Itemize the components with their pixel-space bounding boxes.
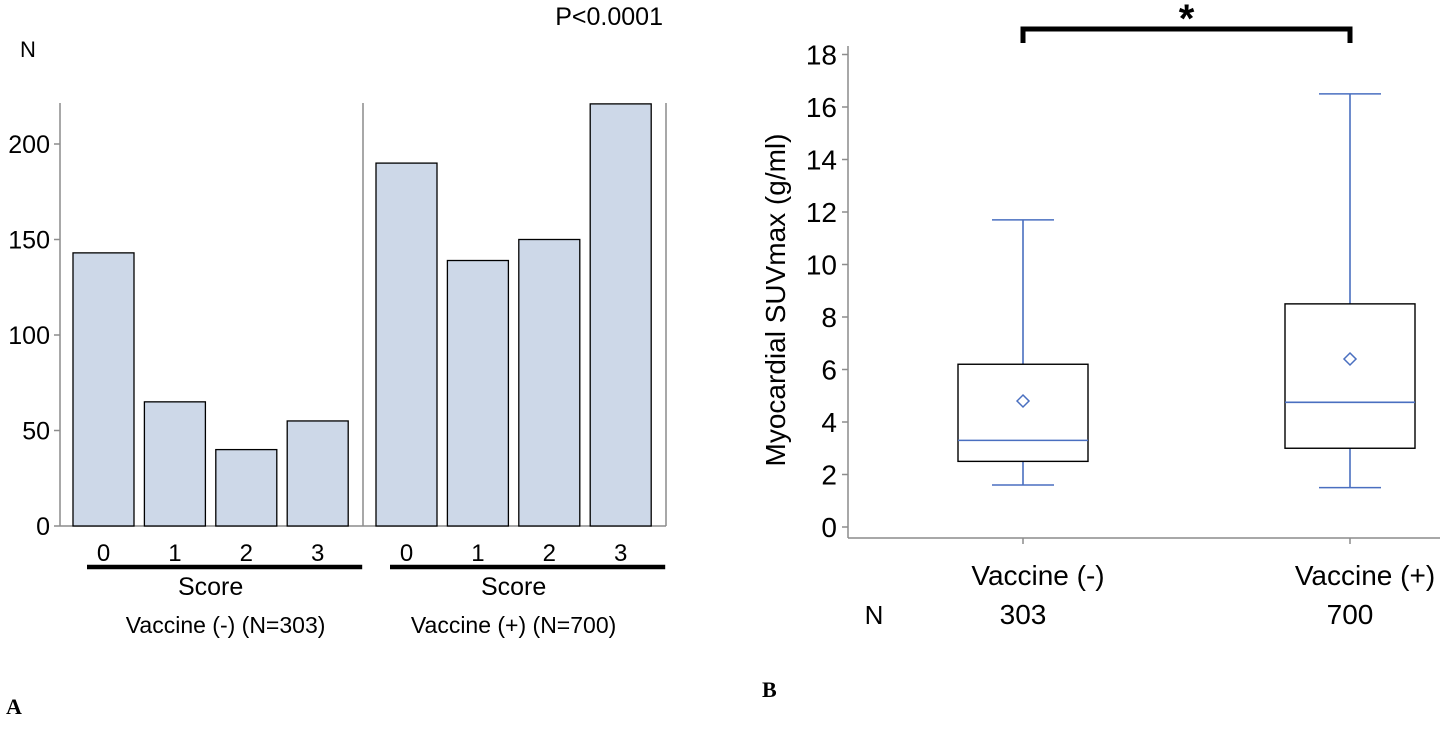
y-tick-label: 8: [821, 302, 837, 333]
bar: [589, 103, 652, 527]
x-tick-label: 1: [168, 540, 181, 567]
n-value: 303: [1000, 599, 1047, 630]
significance-star: *: [1179, 0, 1195, 41]
box: [1284, 303, 1416, 449]
bar: [375, 162, 438, 527]
x-tick-label: 1: [471, 540, 484, 567]
x-tick-label: 0: [97, 540, 110, 567]
y-axis-label-n: N: [20, 37, 36, 62]
y-tick-label: 100: [8, 322, 50, 350]
y-axis: 0 50 100 150 200: [8, 103, 667, 541]
x-axis-label-score: Score: [481, 573, 546, 601]
bar: [215, 448, 278, 527]
x-tick-label: 3: [614, 540, 627, 567]
group-label: Vaccine (+) (N=700): [411, 612, 616, 638]
box-plot-panel-b: Myocardial SUVmax (g/ml) 0 2 4 6 8 10 12 14 16 18…: [760, 0, 1440, 702]
panel-letter-a: A: [6, 694, 22, 719]
bar: [286, 420, 349, 527]
y-tick-label: 14: [806, 145, 837, 176]
y-tick-label: 16: [806, 92, 837, 123]
x-category-label: Vaccine (+): [1295, 560, 1435, 591]
y-tick-label: 150: [8, 227, 50, 255]
bar: [446, 259, 510, 527]
mean-marker: [1342, 351, 1358, 367]
bars: [72, 103, 652, 527]
bar: [518, 238, 581, 527]
y-axis: 0 2 4 6 8 10 12 14 16 18: [806, 40, 1440, 543]
x-category-label: Vaccine (-): [971, 560, 1104, 591]
y-tick-label: 18: [806, 40, 837, 71]
y-tick-label: 4: [821, 407, 837, 438]
y-tick-label: 50: [22, 418, 50, 446]
y-tick-label: 0: [821, 512, 837, 543]
x-axis: Vaccine (-) 303 Vaccine (+) 700 N: [865, 538, 1435, 630]
x-axis-label-score: Score: [178, 573, 243, 601]
x-axis: 0 1 2 3 Score Vaccine (-) (N=303) 0 1 2 3 Score Vac…: [87, 540, 666, 638]
x-tick-label: 2: [240, 540, 253, 567]
x-tick-label: 3: [311, 540, 324, 567]
significance-bracket: *: [1020, 0, 1353, 43]
y-axis-label-suvmax: Myocardial SUVmax (g/ml): [760, 134, 791, 467]
n-value: 700: [1327, 599, 1374, 630]
y-tick-label: 0: [36, 513, 50, 541]
y-tick-label: 200: [8, 131, 50, 159]
bar: [143, 401, 207, 527]
mean-marker: [1015, 393, 1031, 409]
x-tick-label: 0: [400, 540, 413, 567]
bar-chart-panel-a: N P<0.0001 0 50 100 150 200 0 1 2 3 Score Vaccine…: [6, 3, 667, 719]
group-label: Vaccine (-) (N=303): [126, 612, 326, 638]
y-tick-label: 2: [821, 460, 837, 491]
bracket-line: [1020, 26, 1353, 43]
bar: [72, 252, 135, 527]
panel-letter-b: B: [762, 677, 777, 702]
y-tick-label: 10: [806, 250, 837, 281]
y-tick-label: 12: [806, 197, 837, 228]
box: [957, 363, 1089, 463]
boxes: [957, 93, 1416, 489]
n-row-label: N: [865, 600, 884, 630]
p-value-annotation: P<0.0001: [555, 3, 663, 31]
y-tick-label: 6: [821, 355, 837, 386]
x-tick-label: 2: [543, 540, 556, 567]
